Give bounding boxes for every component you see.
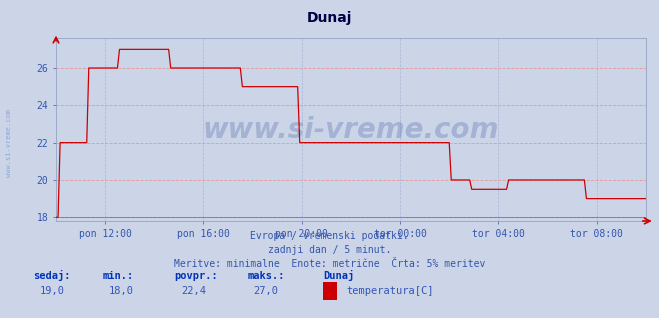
Text: Dunaj: Dunaj	[323, 270, 354, 281]
Text: Evropa / vremenski podatki.: Evropa / vremenski podatki.	[250, 231, 409, 240]
Text: maks.:: maks.:	[247, 272, 285, 281]
Text: Meritve: minimalne  Enote: metrične  Črta: 5% meritev: Meritve: minimalne Enote: metrične Črta:…	[174, 259, 485, 269]
Text: zadnji dan / 5 minut.: zadnji dan / 5 minut.	[268, 245, 391, 255]
Text: 22,4: 22,4	[181, 287, 206, 296]
Text: min.:: min.:	[102, 272, 133, 281]
Text: www.si-vreme.com: www.si-vreme.com	[5, 109, 12, 177]
Text: temperatura[C]: temperatura[C]	[346, 287, 434, 296]
Text: 19,0: 19,0	[40, 287, 65, 296]
Text: Dunaj: Dunaj	[307, 11, 352, 25]
Text: 18,0: 18,0	[109, 287, 134, 296]
Text: sedaj:: sedaj:	[33, 270, 71, 281]
Text: 27,0: 27,0	[254, 287, 279, 296]
Text: povpr.:: povpr.:	[175, 272, 218, 281]
Text: www.si-vreme.com: www.si-vreme.com	[203, 115, 499, 144]
